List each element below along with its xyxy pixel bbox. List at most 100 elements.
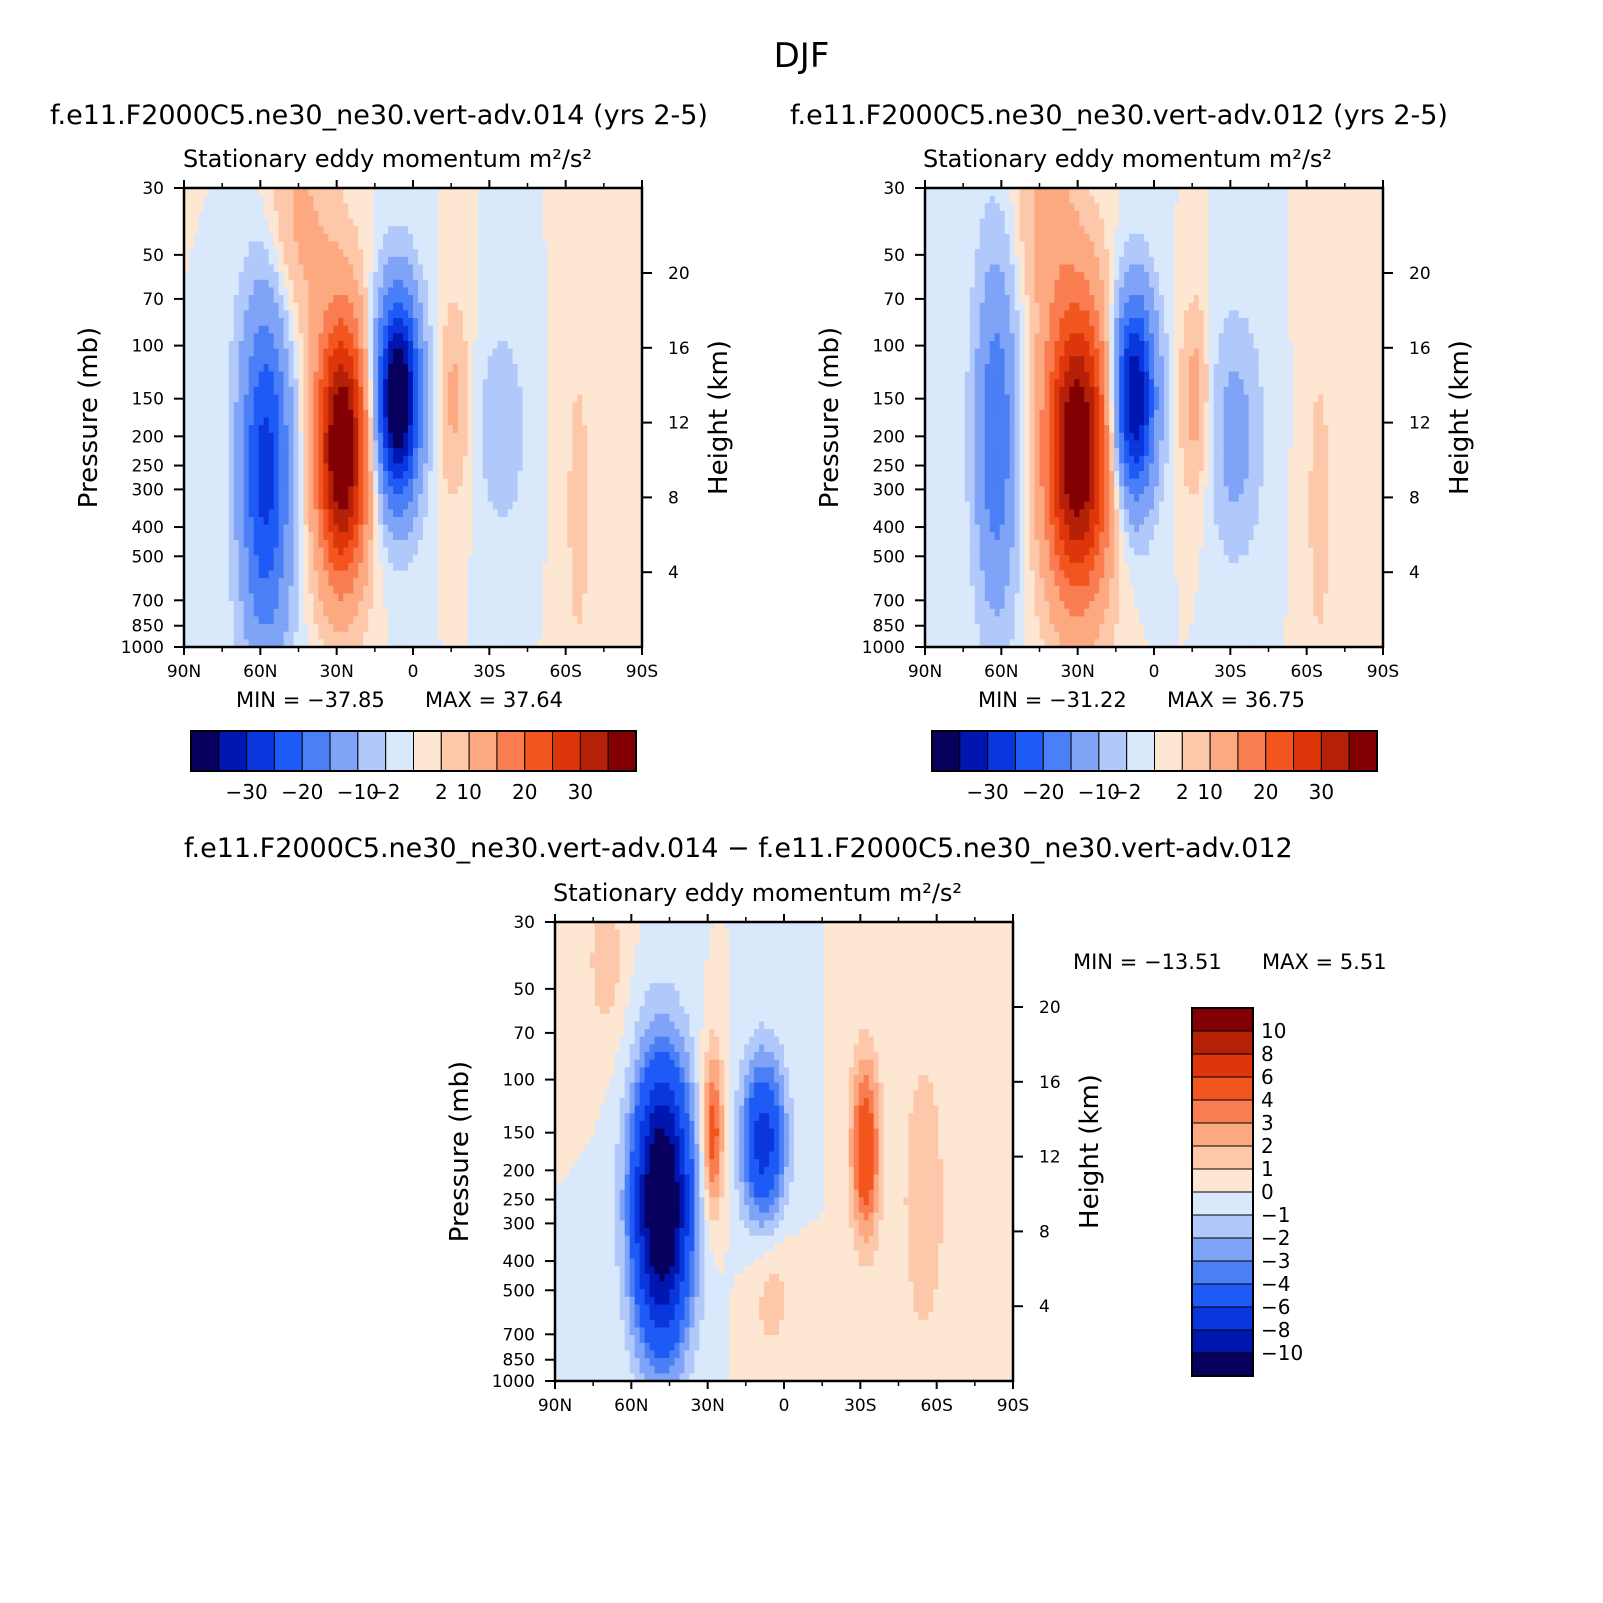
contour-cell (512, 295, 519, 304)
contour-cell (587, 593, 593, 602)
contour-cell (487, 356, 494, 365)
contour-cell (617, 233, 623, 243)
contour-cell (318, 249, 324, 258)
contour-cell (532, 494, 539, 503)
contour-cell (502, 440, 509, 449)
contour-cell (492, 547, 499, 556)
contour-cell (363, 249, 369, 258)
contour-cell (417, 578, 424, 587)
contour-cell (283, 409, 290, 419)
contour-cell (403, 486, 409, 495)
contour-cell (358, 386, 364, 396)
contour-cell (597, 188, 603, 197)
contour-cell (238, 463, 245, 472)
contour-cell (417, 233, 424, 243)
contour-cell (298, 562, 305, 572)
contour-cell (492, 241, 499, 250)
contour-cell (512, 249, 519, 258)
contour-cell (233, 356, 240, 365)
contour-cell (512, 348, 519, 357)
contour-cell (363, 463, 369, 472)
contour-cell (298, 532, 305, 541)
contour-cell (403, 524, 409, 533)
contour-cell (627, 509, 633, 518)
contour-cell (482, 562, 489, 572)
contour-cell (353, 371, 359, 380)
contour-cell (198, 532, 205, 541)
contour-cell (378, 249, 384, 258)
contour-cell (198, 233, 205, 243)
contour-cell (338, 295, 344, 304)
contour-cell (363, 379, 369, 388)
contour-cell (582, 318, 588, 327)
contour-cell (437, 432, 444, 442)
contour-cell (273, 341, 280, 350)
contour-cell (637, 471, 643, 480)
contour-cell (427, 295, 434, 304)
contour-cell (233, 585, 240, 595)
contour-cell (373, 356, 379, 365)
contour-cell (348, 402, 354, 411)
contour-cell (343, 371, 349, 380)
contour-cell (547, 463, 553, 472)
contour-cell (537, 555, 544, 564)
contour-cell (607, 478, 613, 487)
contour-cell (592, 241, 598, 250)
contour-cell (597, 325, 603, 334)
contour-cell (472, 241, 479, 250)
contour-cell (388, 379, 394, 388)
contour-cell (422, 425, 429, 434)
contour-cell (263, 310, 270, 319)
contour-cell (597, 249, 603, 258)
contour-cell (268, 509, 275, 518)
contour-cell (184, 417, 190, 426)
contour-cell (298, 486, 305, 495)
contour-cell (328, 226, 334, 235)
contour-cell (208, 440, 215, 449)
contour-cell (383, 409, 389, 419)
contour-cell (522, 203, 529, 212)
contour-cell (427, 501, 434, 510)
contour-cell (452, 287, 459, 296)
contour-cell (233, 394, 240, 403)
contour-cell (368, 256, 374, 266)
contour-cell (233, 539, 240, 549)
contour-cell (437, 249, 444, 258)
contour-cell (368, 585, 374, 595)
contour-cell (343, 524, 349, 533)
contour-cell (622, 341, 628, 350)
contour-cell (193, 386, 200, 396)
contour-cell (248, 585, 255, 595)
contour-cell (497, 394, 504, 403)
contour-cell (577, 241, 583, 250)
contour-cell (542, 295, 549, 304)
contour-cell (248, 524, 255, 533)
contour-cell (422, 287, 429, 296)
contour-cell (532, 585, 539, 595)
contour-cell (572, 455, 578, 464)
contour-cell (343, 494, 349, 503)
contour-cell (338, 325, 344, 334)
contour-cell (447, 425, 454, 434)
contour-cell (308, 295, 315, 304)
contour-cell (253, 341, 260, 350)
contour-cell (243, 264, 250, 273)
contour-cell (318, 501, 324, 510)
contour-cell (617, 463, 623, 472)
contour-cell (542, 486, 549, 495)
contour-cell (198, 440, 205, 449)
contour-cell (582, 417, 588, 426)
contour-cell (393, 532, 399, 541)
contour-cell (462, 348, 469, 357)
contour-cell (388, 226, 394, 235)
contour-cell (218, 241, 225, 250)
contour-cell (193, 409, 200, 419)
contour-cell (547, 425, 553, 434)
contour-cell (527, 386, 534, 396)
contour-cell (278, 448, 285, 457)
contour-cell (373, 233, 379, 243)
contour-cell (542, 409, 549, 419)
contour-cell (323, 371, 329, 380)
contour-cell (184, 478, 190, 487)
contour-cell (417, 425, 424, 434)
